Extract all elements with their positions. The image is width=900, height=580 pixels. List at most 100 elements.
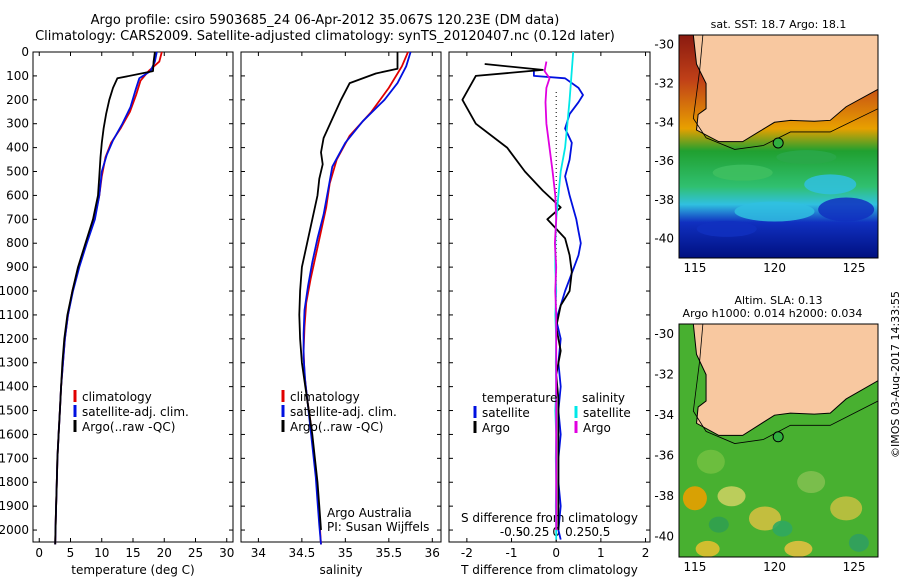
depth-tick-label: 0 xyxy=(21,45,29,59)
map-x-tick-label: 115 xyxy=(683,261,706,275)
legend-label: Argo(..raw -QC) xyxy=(290,420,383,434)
x-tick-label: 35 xyxy=(338,546,353,560)
x-tick-label: 36 xyxy=(425,546,440,560)
sst-patch xyxy=(734,201,815,222)
argo-position-marker xyxy=(772,137,784,149)
sla-patch xyxy=(784,540,813,557)
depth-tick-label: 500 xyxy=(6,165,29,179)
sla-patch xyxy=(848,533,869,552)
map-x-tick-label: 125 xyxy=(843,261,866,275)
x-tick-label: 1 xyxy=(597,546,605,560)
x-tick-label: 0 xyxy=(35,546,43,560)
depth-tick-label: 1400 xyxy=(0,380,29,394)
x-axis-label: temperature (deg C) xyxy=(71,563,194,577)
figure-title-line2: Climatology: CARS2009. Satellite-adjuste… xyxy=(35,29,615,44)
depth-tick-label: 1700 xyxy=(0,451,29,465)
legend-title-salinity: salinity xyxy=(582,391,625,405)
depth-tick-label: 600 xyxy=(6,188,29,202)
figure-title-line1: Argo profile: csiro 5903685_24 06-Apr-20… xyxy=(90,13,560,28)
sla-patch xyxy=(696,449,725,474)
map-title: Altim. SLA: 0.13 xyxy=(734,294,822,307)
legend-label: satellite-adj. clim. xyxy=(290,405,397,419)
map-y-tick-label: -32 xyxy=(654,76,674,90)
x-tick-label: 34 xyxy=(251,546,266,560)
x-tick-label: 35.5 xyxy=(375,546,402,560)
x-tick-label: -1 xyxy=(506,546,518,560)
series-line-T-satellite xyxy=(533,71,584,540)
depth-tick-label: 200 xyxy=(6,93,29,107)
x-tick-label: -2 xyxy=(461,546,473,560)
difference-panel: -2 -1 0 1 2 T difference from climatology -0.5… xyxy=(448,51,651,577)
sla_map-frame xyxy=(678,323,879,558)
map-x-tick-label: 120 xyxy=(763,560,786,574)
secondary-tick-label: -0.5 xyxy=(500,525,523,539)
map-y-tick-label: -30 xyxy=(654,327,674,341)
map-y-tick-label: -36 xyxy=(654,449,674,463)
legend-title-temperature: temperature xyxy=(482,391,557,405)
depth-tick-label: 1900 xyxy=(0,499,29,513)
shelf-contour xyxy=(692,324,878,444)
depth-tick-label: 1300 xyxy=(0,356,29,370)
depth-tick-label: 900 xyxy=(6,260,29,274)
sla-patch xyxy=(748,506,781,531)
depth-tick-label: 1800 xyxy=(0,475,29,489)
sst-patch xyxy=(712,164,773,181)
depth-tick-label: 1600 xyxy=(0,427,29,441)
map-x-tick-label: 125 xyxy=(843,560,866,574)
secondary-axis-label: S difference from climatology xyxy=(461,511,638,525)
map-y-tick-label: -36 xyxy=(654,154,674,168)
x-tick-label: 2 xyxy=(642,546,650,560)
coastline xyxy=(692,35,878,143)
legend-label: climatology xyxy=(82,390,152,404)
sst_map-frame xyxy=(678,34,879,259)
legend-label: satellite xyxy=(583,406,631,420)
depth-tick-label: 2000 xyxy=(0,523,29,537)
depth-tick-label: 300 xyxy=(6,117,29,131)
sla-patch xyxy=(830,496,863,521)
argo-position-marker xyxy=(772,431,784,443)
depth-tick-label: 1200 xyxy=(0,332,29,346)
x-axis-label: salinity xyxy=(319,563,362,577)
salinity-panel: 34 34.5 35 35.5 36 salinity climatologysatelli… xyxy=(240,51,442,577)
sst-patch xyxy=(776,150,837,165)
depth-tick-label: 1500 xyxy=(0,404,29,418)
series-line-satellite xyxy=(302,51,412,545)
temperature-axes-box xyxy=(32,51,234,543)
salinity-axes-box xyxy=(240,51,442,543)
map-y-tick-label: -38 xyxy=(654,193,674,207)
secondary-tick-label: -0.25 xyxy=(518,525,549,539)
coastline xyxy=(692,324,878,436)
shelf-contour xyxy=(692,35,878,150)
secondary-tick-label: 0.25 xyxy=(565,525,592,539)
annotation-line2: PI: Susan Wijffels xyxy=(327,520,429,534)
map-y-tick-label: -40 xyxy=(654,530,674,544)
series-line-S-argo xyxy=(543,61,558,530)
secondary-tick-label: 0.5 xyxy=(591,525,610,539)
map-y-tick-label: -34 xyxy=(654,115,674,129)
depth-tick-label: 800 xyxy=(6,236,29,250)
annotation-line1: Argo Australia xyxy=(327,506,412,520)
map-y-tick-label: -40 xyxy=(654,232,674,246)
sla-patch xyxy=(797,471,826,494)
series-line-argo xyxy=(54,51,156,545)
x-tick-label: 10 xyxy=(94,546,109,560)
sla-patch xyxy=(717,486,746,507)
depth-tick-label: 1000 xyxy=(0,284,29,298)
map-y-tick-label: -38 xyxy=(654,489,674,503)
map-x-tick-label: 115 xyxy=(683,560,706,574)
map-y-tick-label: -30 xyxy=(654,38,674,52)
legend-label: Argo xyxy=(482,421,510,435)
depth-tick-label: 100 xyxy=(6,69,29,83)
depth-tick-label: 1100 xyxy=(0,308,29,322)
sst-patch xyxy=(818,197,875,222)
x-tick-label: 0 xyxy=(552,546,560,560)
legend-label: satellite xyxy=(482,406,530,420)
depth-tick-label: 700 xyxy=(6,212,29,226)
x-tick-label: 20 xyxy=(157,546,172,560)
map-y-tick-label: -34 xyxy=(654,408,674,422)
difference-axes-box xyxy=(448,51,651,543)
legend-label: climatology xyxy=(290,390,360,404)
map-subtitle: Argo h1000: 0.014 h2000: 0.034 xyxy=(683,307,863,320)
x-tick-label: 34.5 xyxy=(289,546,316,560)
